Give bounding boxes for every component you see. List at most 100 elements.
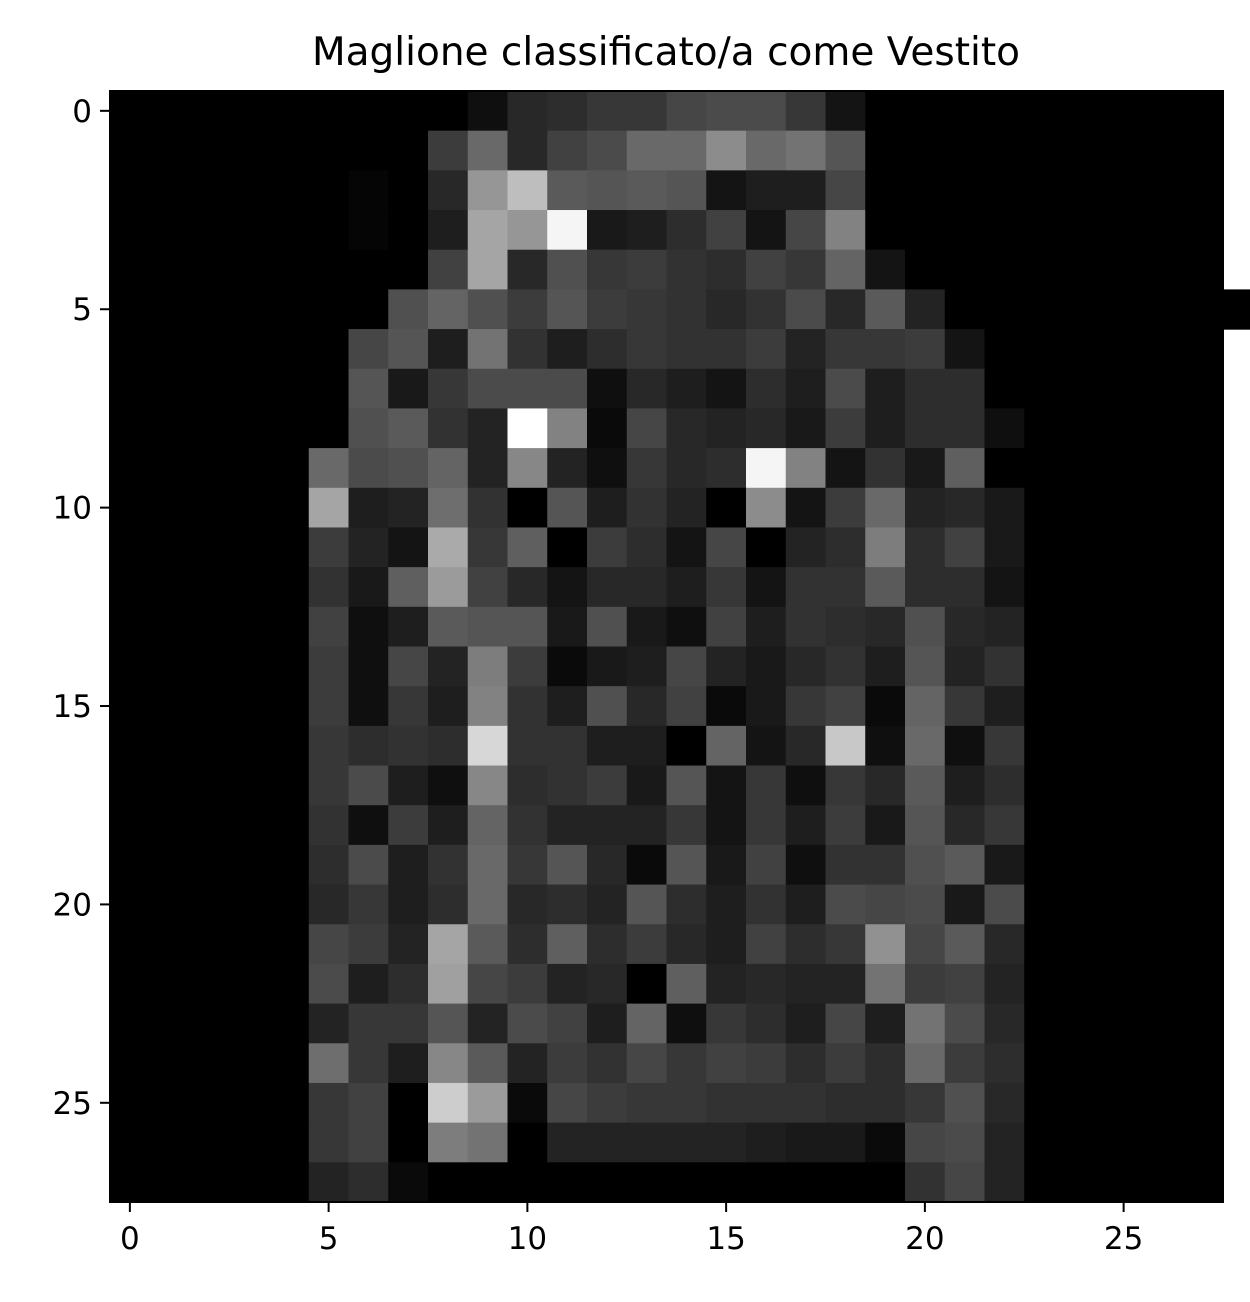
pixel-cell	[269, 963, 310, 1005]
pixel-cell	[189, 329, 230, 370]
pixel-cell	[388, 686, 429, 727]
pixel-grid	[110, 91, 1250, 1203]
pixel-cell	[666, 567, 707, 608]
pixel-cell	[269, 686, 310, 727]
y-tick-label: 10	[53, 491, 92, 527]
pixel-cell	[388, 805, 429, 846]
pixel-cell	[269, 1162, 310, 1203]
pixel-cell	[229, 1162, 270, 1203]
pixel-cell	[1064, 289, 1105, 330]
pixel-cell	[746, 1003, 787, 1044]
pixel-cell	[189, 91, 230, 132]
pixel-cell	[149, 170, 191, 211]
pixel-cell	[189, 368, 230, 410]
pixel-cell	[308, 1162, 350, 1203]
pixel-cell	[626, 329, 668, 370]
pixel-cell	[626, 487, 668, 529]
pixel-cell	[626, 249, 668, 290]
pixel-cell	[746, 1162, 787, 1203]
pixel-cell	[348, 130, 389, 171]
x-tick-label: 0	[120, 1221, 140, 1257]
pixel-cell	[229, 91, 270, 132]
pixel-cell	[149, 1082, 191, 1124]
pixel-cell	[626, 170, 668, 211]
pixel-cell	[905, 448, 946, 489]
pixel-cell	[1223, 289, 1250, 330]
pixel-cell	[1103, 765, 1145, 806]
pixel-cell	[944, 130, 986, 171]
pixel-cell	[746, 210, 787, 251]
pixel-cell	[944, 487, 986, 529]
pixel-cell	[348, 408, 389, 449]
pixel-cell	[1024, 91, 1065, 132]
pixel-cell	[785, 1003, 827, 1044]
pixel-cell	[110, 844, 151, 886]
pixel-cell	[149, 210, 191, 251]
pixel-cell	[348, 368, 389, 410]
pixel-cell	[507, 1162, 548, 1203]
pixel-cell	[348, 1162, 389, 1203]
pixel-cell	[189, 884, 230, 925]
pixel-cell	[428, 289, 469, 330]
pixel-cell	[1183, 368, 1224, 410]
pixel-cell	[229, 249, 270, 290]
pixel-cell	[825, 646, 866, 687]
pixel-cell	[269, 527, 310, 568]
pixel-cell	[189, 448, 230, 489]
pixel-cell	[428, 1162, 469, 1203]
pixel-cell	[388, 91, 429, 132]
pixel-cell	[1103, 686, 1145, 727]
pixel-cell	[110, 1162, 151, 1203]
pixel-cell	[269, 448, 310, 489]
pixel-cell	[1103, 1122, 1145, 1163]
pixel-cell	[149, 844, 191, 886]
pixel-cell	[269, 844, 310, 886]
pixel-cell	[269, 1082, 310, 1124]
pixel-cell	[944, 686, 986, 727]
pixel-cell	[785, 249, 827, 290]
pixel-cell	[110, 210, 151, 251]
pixel-cell	[1064, 249, 1105, 290]
pixel-cell	[984, 1043, 1025, 1084]
pixel-cell	[706, 249, 747, 290]
pixel-cell	[865, 91, 906, 132]
pixel-cell	[944, 963, 986, 1005]
pixel-cell	[905, 368, 946, 410]
pixel-cell	[1103, 130, 1145, 171]
pixel-cell	[1064, 210, 1105, 251]
pixel-cell	[229, 487, 270, 529]
pixel-cell	[467, 686, 509, 727]
pixel-cell	[189, 725, 230, 767]
pixel-cell	[825, 805, 866, 846]
pixel-cell	[865, 1122, 906, 1163]
pixel-cell	[865, 1082, 906, 1124]
pixel-cell	[507, 408, 548, 449]
pixel-cell	[706, 963, 747, 1005]
pixel-cell	[1024, 805, 1065, 846]
pixel-cell	[547, 289, 588, 330]
pixel-cell	[944, 924, 986, 965]
pixel-cell	[785, 408, 827, 449]
pixel-cell	[110, 805, 151, 846]
pixel-cell	[587, 924, 628, 965]
pixel-cell	[547, 725, 588, 767]
pixel-cell	[428, 527, 469, 568]
pixel-cell	[547, 686, 588, 727]
pixel-cell	[149, 686, 191, 727]
pixel-cell	[666, 487, 707, 529]
pixel-cell	[1143, 130, 1184, 171]
pixel-cell	[706, 567, 747, 608]
pixel-cell	[984, 368, 1025, 410]
pixel-cell	[507, 844, 548, 886]
pixel-cell	[587, 844, 628, 886]
pixel-cell	[1064, 963, 1105, 1005]
y-axis: 0 5 10 15 20 25	[53, 94, 110, 1122]
pixel-cell	[348, 289, 389, 330]
pixel-cell	[110, 725, 151, 767]
pixel-cell	[467, 606, 509, 648]
pixel-cell	[1064, 1043, 1105, 1084]
pixel-cell	[1024, 1122, 1065, 1163]
pixel-cell	[1024, 567, 1065, 608]
pixel-cell	[348, 606, 389, 648]
pixel-cell	[746, 249, 787, 290]
